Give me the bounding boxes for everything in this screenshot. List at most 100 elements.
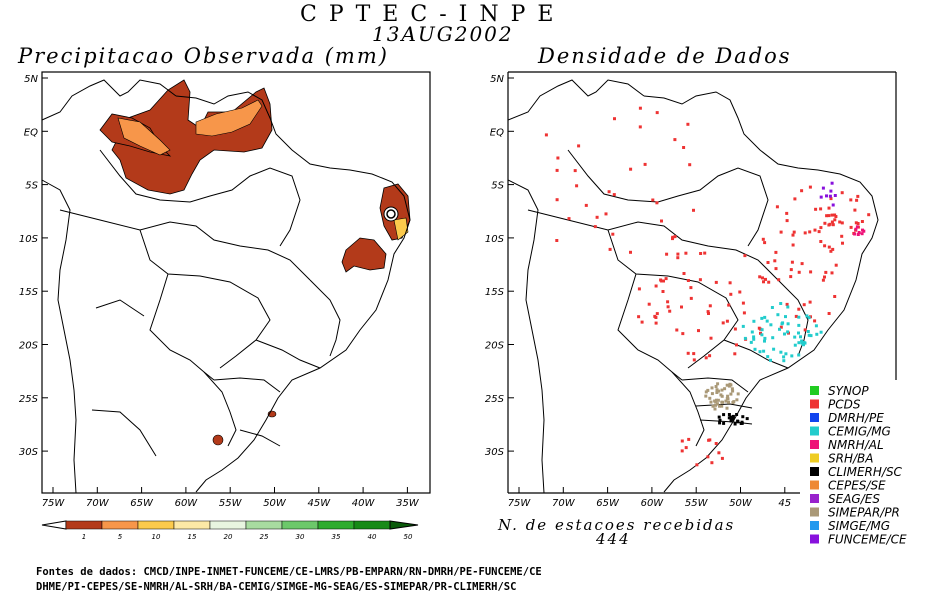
station-dot — [823, 244, 827, 248]
station-dot — [680, 305, 683, 309]
colorbar-swatch — [101, 520, 139, 530]
station-dot — [797, 331, 800, 335]
station-dot — [717, 415, 721, 419]
station-dot — [784, 315, 787, 319]
station-dot — [797, 270, 801, 274]
colorbar-swatch — [353, 520, 391, 530]
station-dot — [629, 167, 633, 171]
station-dot — [829, 197, 833, 201]
station-dot — [647, 302, 651, 306]
station-dot — [735, 413, 739, 416]
legend-swatch — [810, 494, 819, 503]
colorbar-tick-label: 5 — [118, 533, 123, 541]
station-dot — [695, 463, 699, 467]
station-dot — [724, 399, 728, 403]
station-dot — [654, 316, 658, 319]
legend-label: NMRH/AL — [828, 438, 884, 452]
station-dot — [675, 328, 679, 332]
lon-tick-label: 45 — [778, 498, 791, 509]
station-dot — [758, 350, 762, 354]
station-dot — [611, 232, 615, 236]
station-dot — [803, 341, 807, 345]
station-dot — [828, 194, 832, 198]
station-dot — [718, 418, 722, 422]
legend-label: DMRH/PE — [828, 411, 884, 425]
station-dot — [821, 278, 825, 282]
station-dot — [802, 303, 806, 307]
lat-tick-label: 5S — [25, 181, 38, 192]
right-lat-ticks: 5N EQ 5S 10S 15S 20S 25S 30S — [485, 74, 514, 458]
station-dot — [741, 415, 745, 419]
station-dot — [773, 259, 777, 263]
station-dot — [729, 417, 733, 421]
station-dot — [706, 310, 710, 314]
lon-tick-label: 75W — [42, 498, 66, 509]
station-dot — [704, 390, 708, 394]
station-dot — [573, 169, 577, 173]
station-dot — [709, 400, 713, 404]
station-dot — [655, 312, 659, 316]
station-count: 444 — [596, 530, 631, 548]
lat-tick-label: EQ — [490, 127, 504, 138]
legend-label: FUNCEME/CE — [828, 533, 907, 547]
station-dot — [856, 233, 860, 236]
station-dot — [840, 221, 844, 225]
station-dot — [786, 322, 790, 326]
station-dot — [791, 233, 795, 237]
station-dot — [797, 341, 801, 345]
station-dot — [840, 191, 844, 195]
left-lat-ticks: 5N EQ 5S 10S 15S 20S 25S 30S — [19, 74, 48, 458]
station-count-label: N. de estacoes recebidas — [498, 516, 736, 534]
station-dot — [717, 451, 721, 455]
station-dot — [793, 197, 797, 201]
colorbar-swatch — [209, 520, 247, 530]
station-dot — [745, 417, 749, 421]
lon-tick-label: 55W — [219, 498, 243, 509]
station-dot — [855, 225, 859, 229]
station-dot — [687, 437, 691, 441]
station-dot — [567, 217, 571, 221]
station-dot — [654, 321, 658, 325]
lon-tick-label: 65W — [596, 498, 620, 509]
station-dot — [655, 111, 659, 115]
station-dot — [720, 456, 724, 460]
station-dot — [761, 237, 765, 241]
station-dot — [660, 219, 663, 223]
station-dot — [821, 186, 825, 190]
station-dot — [769, 358, 772, 362]
station-dot — [819, 226, 823, 230]
date-title: 13AUG2002 — [372, 22, 514, 46]
station-dot — [638, 125, 642, 129]
station-dot — [825, 214, 829, 218]
station-dot — [720, 388, 724, 392]
station-dot — [682, 272, 686, 275]
lon-tick-label: 70W — [86, 498, 110, 509]
station-dot — [741, 324, 745, 328]
station-dot — [711, 404, 715, 408]
lat-tick-label: 5N — [490, 74, 504, 85]
station-dot — [760, 328, 764, 332]
left-lon-ticks: 75W 70W 65W 60W 55W 50W 45W 40W 35W — [42, 487, 420, 509]
station-dot — [682, 146, 686, 149]
station-dot — [815, 332, 819, 336]
lon-tick-label: 75W — [508, 498, 532, 509]
sources-line-1: Fontes de dados: CMCD/INPE-INMET-FUNCEME… — [36, 566, 542, 578]
station-dot — [762, 349, 766, 353]
station-dot — [604, 212, 608, 216]
station-dot — [638, 106, 642, 110]
left-borders — [41, 79, 411, 494]
station-dot — [764, 277, 767, 281]
station-dot — [684, 251, 688, 255]
lat-tick-label: EQ — [24, 127, 38, 138]
station-dot — [763, 315, 767, 319]
station-dot — [827, 312, 831, 315]
lon-tick-label: 65W — [130, 498, 154, 509]
station-dot — [763, 336, 767, 340]
station-dot — [612, 193, 616, 197]
station-dot — [727, 400, 730, 404]
right-map-title: Densidade de Dados — [538, 44, 792, 68]
station-dot — [668, 309, 672, 313]
station-dot — [584, 203, 588, 207]
legend-swatch — [810, 440, 819, 449]
lat-tick-label: 15S — [19, 287, 39, 298]
